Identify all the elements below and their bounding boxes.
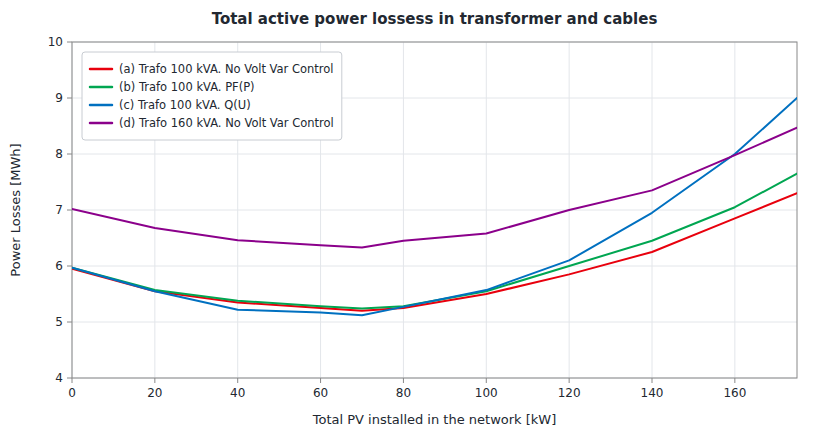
legend-swatch <box>90 104 112 107</box>
tick-label-x: 80 <box>396 386 411 400</box>
legend: (a) Trafo 100 kVA. No Volt Var Control (b… <box>82 52 342 140</box>
tick-label-y: 7 <box>55 203 63 217</box>
x-axis-label: Total PV installed in the network [kW] <box>312 412 557 427</box>
tick-label-x: 0 <box>68 386 76 400</box>
tick-x <box>154 378 155 383</box>
legend-label: (b) Trafo 100 kVA. PF(P) <box>119 80 255 94</box>
tick-label-x: 120 <box>558 386 581 400</box>
tick-x <box>734 378 735 383</box>
tick-label-x: 20 <box>147 386 162 400</box>
grid <box>72 42 797 378</box>
tick-label-y: 9 <box>55 91 63 105</box>
legend-swatch <box>90 86 112 89</box>
tick-y <box>67 98 72 99</box>
series-line <box>72 128 797 248</box>
axes: 0 20 40 60 80 100 120 140 160 4 5 6 7 8 9 10 <box>48 35 797 400</box>
plot-background <box>72 42 797 378</box>
tick-x <box>72 378 73 383</box>
grid-line-y <box>72 266 797 267</box>
tick-y <box>67 210 72 211</box>
tick-y <box>67 322 72 323</box>
tick-x <box>403 378 404 383</box>
tick-label-x: 160 <box>723 386 746 400</box>
tick-label-x: 140 <box>641 386 664 400</box>
tick-x <box>569 378 570 383</box>
tick-label-x: 60 <box>313 386 328 400</box>
tick-label-y: 6 <box>55 259 63 273</box>
tick-x <box>237 378 238 383</box>
legend-swatch <box>90 122 112 125</box>
legend-box <box>82 52 342 140</box>
legend-label: (c) Trafo 100 kVA. Q(U) <box>119 98 251 112</box>
legend-label: (d) Trafo 160 kVA. No Volt Var Control <box>119 116 334 130</box>
y-axis-label: Power Losses [MWh] <box>8 143 23 276</box>
tick-label-y: 8 <box>55 147 63 161</box>
series-line <box>72 174 797 309</box>
tick-label-x: 40 <box>230 386 245 400</box>
grid-line-y <box>72 210 797 211</box>
tick-y <box>67 154 72 155</box>
tick-x <box>320 378 321 383</box>
chart-container: 0 20 40 60 80 100 120 140 160 4 5 6 7 8 9 10 Total activ… <box>0 0 819 440</box>
legend-swatch <box>90 68 112 71</box>
tick-label-y: 4 <box>55 371 63 385</box>
plot-frame <box>72 42 797 378</box>
title: Total active power lossess in transforme… <box>212 10 658 28</box>
grid-line-y <box>72 154 797 155</box>
tick-label-x: 100 <box>475 386 498 400</box>
tick-y <box>67 42 72 43</box>
chart-svg: 0 20 40 60 80 100 120 140 160 4 5 6 7 8 9 10 Total activ… <box>0 0 819 440</box>
tick-label-y: 5 <box>55 315 63 329</box>
tick-label-y: 10 <box>48 35 63 49</box>
tick-y <box>67 266 72 267</box>
grid-line-y <box>72 322 797 323</box>
tick-x <box>486 378 487 383</box>
legend-label: (a) Trafo 100 kVA. No Volt Var Control <box>119 62 334 76</box>
tick-x <box>652 378 653 383</box>
tick-y <box>67 378 72 379</box>
